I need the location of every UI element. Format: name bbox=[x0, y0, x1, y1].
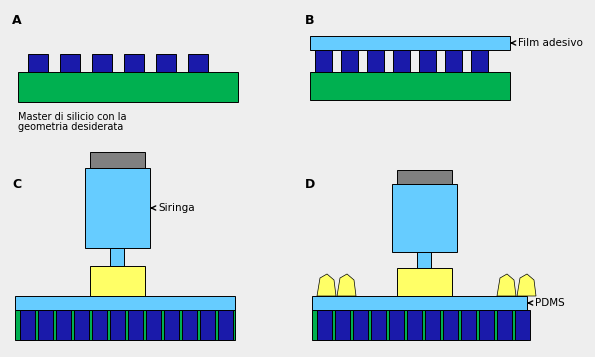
Bar bbox=[85, 168, 150, 248]
Bar bbox=[188, 54, 208, 72]
Bar bbox=[110, 248, 124, 266]
Text: B: B bbox=[305, 14, 315, 27]
Bar bbox=[417, 252, 431, 268]
Bar bbox=[128, 310, 143, 340]
Bar bbox=[443, 310, 458, 340]
Polygon shape bbox=[337, 274, 356, 296]
Bar bbox=[90, 266, 145, 296]
Bar bbox=[310, 36, 510, 50]
Bar bbox=[393, 50, 410, 72]
Bar bbox=[397, 170, 452, 184]
Bar bbox=[164, 310, 179, 340]
Text: Master di silicio con la: Master di silicio con la bbox=[18, 112, 127, 122]
Bar bbox=[312, 296, 527, 310]
Bar bbox=[20, 310, 35, 340]
Bar bbox=[56, 310, 71, 340]
Bar bbox=[74, 310, 89, 340]
Bar bbox=[312, 310, 527, 340]
Bar bbox=[353, 310, 368, 340]
Bar bbox=[367, 50, 384, 72]
Bar bbox=[479, 310, 494, 340]
Bar bbox=[471, 50, 488, 72]
Bar bbox=[515, 310, 530, 340]
Bar bbox=[92, 310, 107, 340]
Bar bbox=[310, 72, 510, 100]
Polygon shape bbox=[497, 274, 516, 296]
Bar bbox=[315, 50, 332, 72]
Text: geometria desiderata: geometria desiderata bbox=[18, 122, 123, 132]
Bar bbox=[18, 72, 238, 102]
Bar bbox=[28, 54, 48, 72]
Text: PDMS: PDMS bbox=[528, 298, 565, 308]
Bar bbox=[317, 310, 332, 340]
Bar bbox=[445, 50, 462, 72]
Bar bbox=[419, 50, 436, 72]
Bar bbox=[92, 54, 112, 72]
Bar bbox=[497, 310, 512, 340]
Bar bbox=[90, 152, 145, 168]
Text: C: C bbox=[12, 178, 21, 191]
Bar bbox=[182, 310, 197, 340]
Text: Siringa: Siringa bbox=[152, 203, 195, 213]
Bar bbox=[407, 310, 422, 340]
Bar bbox=[156, 54, 176, 72]
Bar bbox=[60, 54, 80, 72]
Text: A: A bbox=[12, 14, 21, 27]
Polygon shape bbox=[517, 274, 536, 296]
Text: D: D bbox=[305, 178, 315, 191]
Bar bbox=[389, 310, 404, 340]
Bar bbox=[341, 50, 358, 72]
Polygon shape bbox=[317, 274, 336, 296]
Bar bbox=[425, 310, 440, 340]
Bar bbox=[392, 184, 457, 252]
Bar bbox=[124, 54, 144, 72]
Bar bbox=[397, 268, 452, 296]
Bar bbox=[146, 310, 161, 340]
Bar bbox=[335, 310, 350, 340]
Text: Film adesivo: Film adesivo bbox=[512, 38, 583, 48]
Bar bbox=[15, 296, 235, 310]
Bar bbox=[461, 310, 476, 340]
Bar bbox=[15, 310, 235, 340]
Bar bbox=[218, 310, 233, 340]
Bar bbox=[200, 310, 215, 340]
Bar bbox=[371, 310, 386, 340]
Bar bbox=[38, 310, 53, 340]
Bar bbox=[110, 310, 125, 340]
